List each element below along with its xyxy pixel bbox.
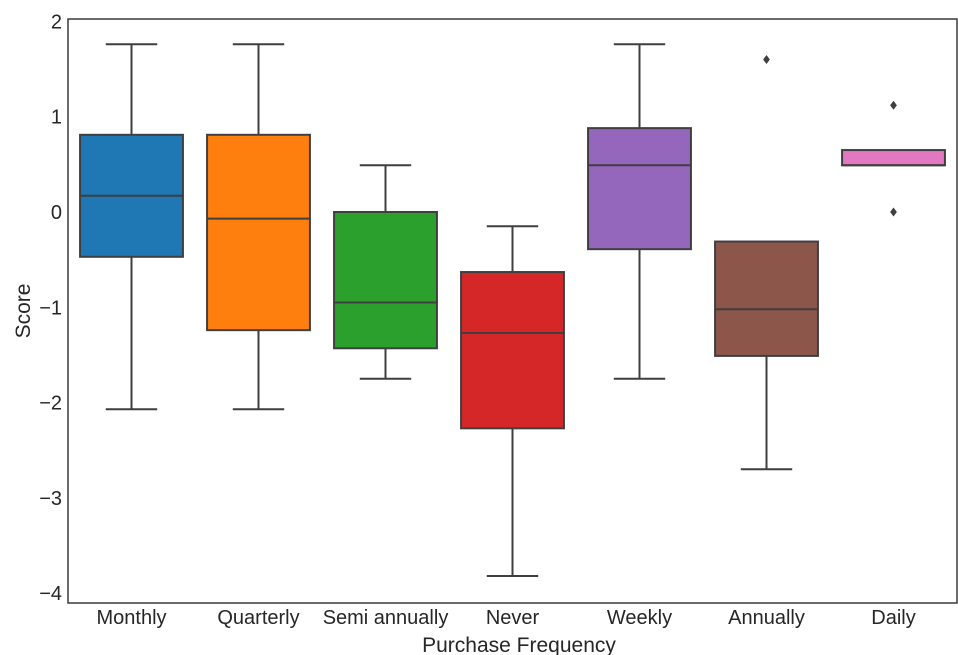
x-tick-label: Semi annually <box>323 607 449 629</box>
x-axis-title: Purchase Frequency <box>422 634 616 655</box>
y-tick-label: 0 <box>51 202 62 224</box>
box-annually <box>714 55 819 471</box>
outlier-point <box>890 100 897 110</box>
x-tick-label: Daily <box>871 607 915 629</box>
box-never <box>460 225 565 578</box>
box-monthly <box>79 43 184 411</box>
x-axis-ticks: Monthly Quarterly Semi annually Never Weekly… <box>96 607 915 629</box>
y-tick-label: 1 <box>51 107 62 129</box>
box-body <box>333 211 438 350</box>
x-tick-label: Monthly <box>96 607 166 629</box>
y-axis-ticks: 2 1 0 −1 −2 −3 −4 <box>39 11 62 605</box>
y-axis-title: Score <box>12 284 35 339</box>
box-body <box>587 127 692 251</box>
y-tick-label: −3 <box>39 488 62 510</box>
box-body <box>841 149 946 167</box>
y-tick-label: −4 <box>39 583 62 605</box>
x-tick-label: Quarterly <box>217 607 299 629</box>
y-tick-label: 2 <box>51 11 62 33</box>
x-tick-label: Annually <box>728 607 805 629</box>
x-tick-label: Never <box>486 607 540 629</box>
x-tick-label: Weekly <box>607 607 672 629</box>
box-body <box>714 240 819 357</box>
boxes-group <box>79 43 946 578</box>
box-daily <box>841 100 946 217</box>
box-body <box>206 133 311 332</box>
outlier-point <box>763 55 770 65</box>
outlier-point <box>890 207 897 217</box>
y-tick-label: −1 <box>39 297 62 319</box>
plot-frame <box>67 18 958 604</box>
box-quarterly <box>206 43 311 411</box>
y-tick-label: −2 <box>39 393 62 415</box>
box-body <box>460 271 565 430</box>
box-weekly <box>587 43 692 380</box>
box-semi-annually <box>333 164 438 380</box>
